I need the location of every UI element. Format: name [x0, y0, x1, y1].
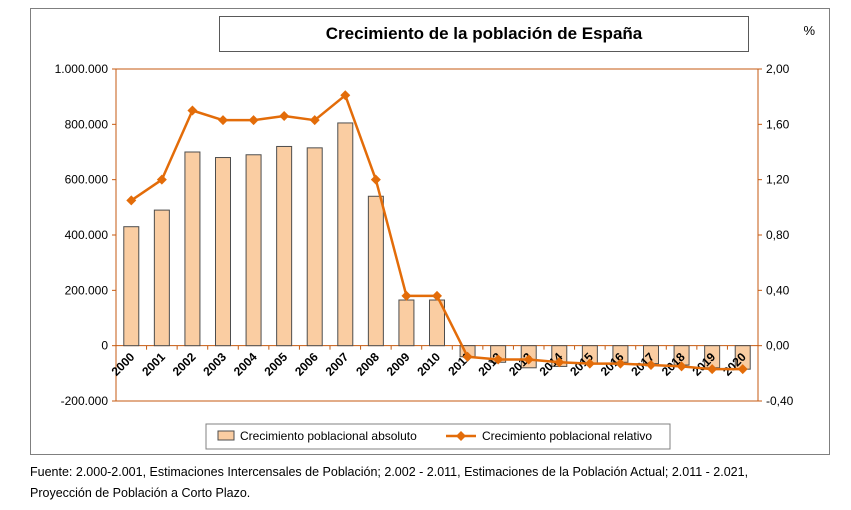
- svg-text:-200.000: -200.000: [61, 394, 109, 408]
- svg-text:0,00: 0,00: [766, 339, 790, 353]
- svg-text:2001: 2001: [139, 350, 168, 379]
- svg-text:2005: 2005: [261, 350, 290, 379]
- chart-title: Crecimiento de la población de España: [325, 24, 643, 43]
- legend-marker-line: [456, 431, 466, 441]
- svg-text:0: 0: [101, 339, 108, 353]
- svg-text:2000: 2000: [109, 350, 138, 379]
- svg-text:1.000.000: 1.000.000: [55, 62, 109, 76]
- legend-label-line: Crecimiento poblacional relativo: [482, 429, 652, 443]
- source-note-line-2: Proyección de Población a Corto Plazo.: [30, 486, 251, 500]
- source-note: Fuente: 2.000-2.001, Estimaciones Interc…: [30, 462, 820, 504]
- svg-text:600.000: 600.000: [65, 173, 109, 187]
- svg-text:2004: 2004: [231, 350, 260, 379]
- chart-title-box: Crecimiento de la población de España: [219, 16, 749, 52]
- svg-text:2002: 2002: [170, 350, 199, 379]
- svg-text:2006: 2006: [292, 350, 321, 379]
- svg-text:2010: 2010: [414, 350, 443, 379]
- svg-text:0,80: 0,80: [766, 228, 790, 242]
- svg-text:2,00: 2,00: [766, 62, 790, 76]
- svg-text:2007: 2007: [323, 350, 352, 379]
- legend-swatch-bar: [217, 430, 235, 441]
- svg-text:800.000: 800.000: [65, 117, 109, 131]
- svg-text:2003: 2003: [200, 350, 229, 379]
- svg-text:1,20: 1,20: [766, 173, 790, 187]
- svg-text:1,60: 1,60: [766, 117, 790, 131]
- legend-box: [205, 423, 671, 450]
- svg-text:-0,40: -0,40: [766, 394, 794, 408]
- svg-text:2008: 2008: [353, 350, 382, 379]
- svg-text:0,40: 0,40: [766, 283, 790, 297]
- svg-text:200.000: 200.000: [65, 283, 109, 297]
- right-axis-unit-label: %: [803, 23, 815, 38]
- chart-container: Crecimiento de la población de España % …: [30, 8, 830, 455]
- svg-text:400.000: 400.000: [65, 228, 109, 242]
- source-note-line-1: Fuente: 2.000-2.001, Estimaciones Interc…: [30, 465, 749, 479]
- legend-label-bar: Crecimiento poblacional absoluto: [240, 429, 417, 443]
- chart-plot: 1.000.000 800.000 600.000 400.000 200.000 0 -2…: [55, 62, 794, 450]
- svg-text:2009: 2009: [384, 350, 413, 379]
